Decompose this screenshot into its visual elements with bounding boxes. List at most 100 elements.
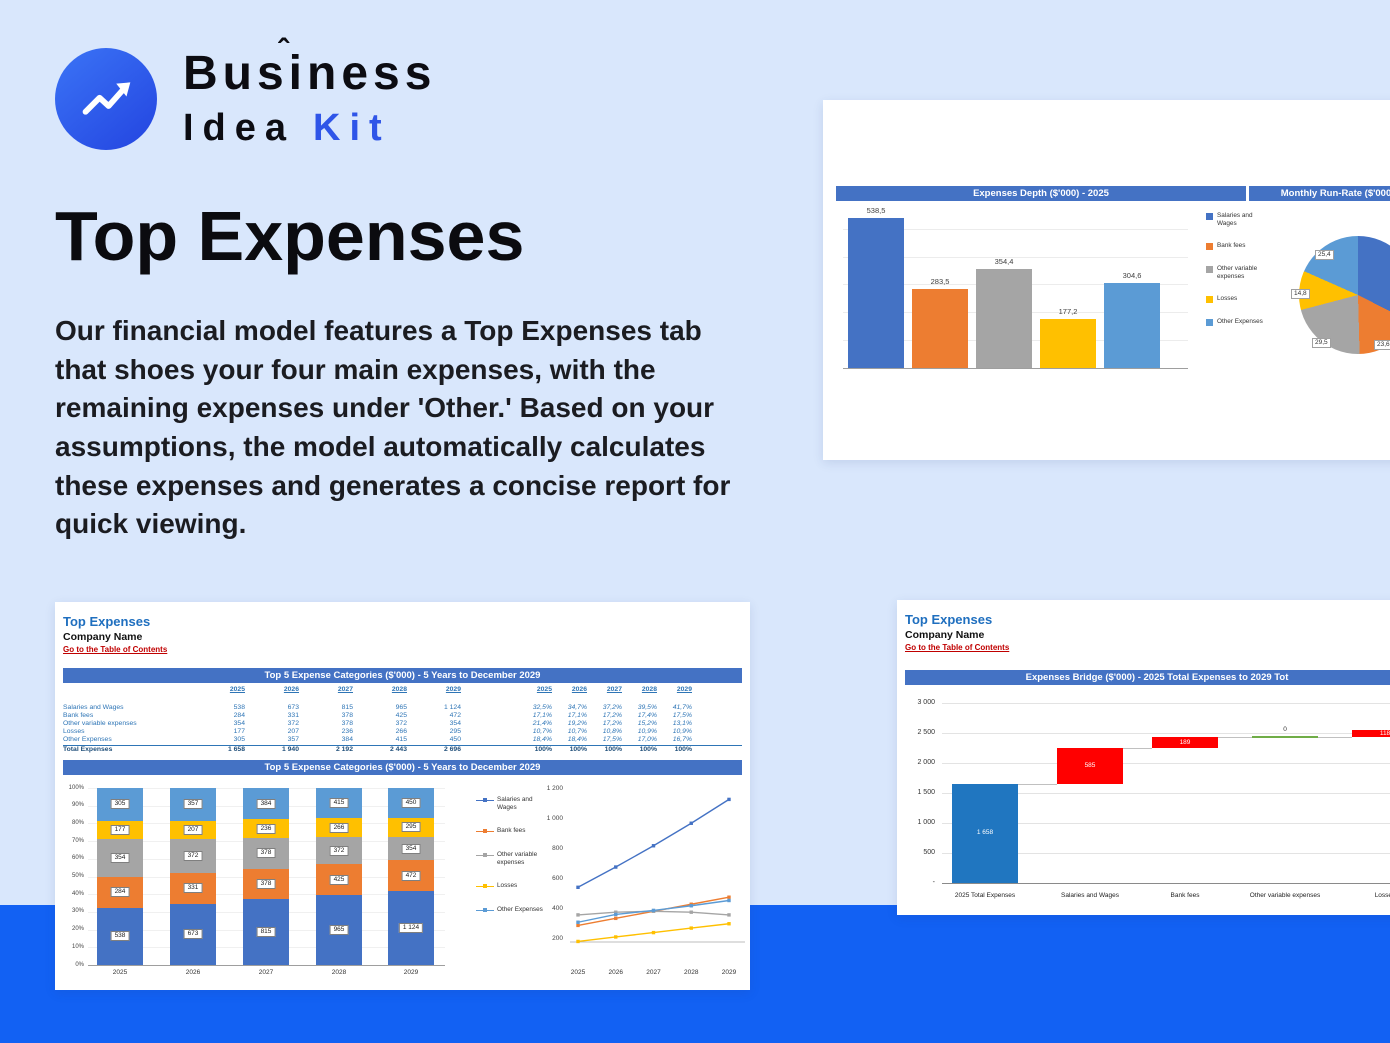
table-cell: 2 192 bbox=[335, 746, 353, 753]
legend-label: Other Expenses bbox=[497, 906, 543, 914]
sheet-title: Top Expenses bbox=[63, 614, 151, 629]
logo-word-idea: Idea bbox=[183, 106, 296, 149]
table-of-contents-link[interactable]: Go to the Table of Contents bbox=[905, 643, 1010, 652]
logo-word-kit: Kit bbox=[313, 106, 391, 149]
x-label: 2025 bbox=[570, 969, 586, 976]
bar-value-label: 538,5 bbox=[866, 206, 886, 215]
y-tick-label: 50% bbox=[71, 873, 84, 879]
table-row: Losses 177 207 236 266 295 10,7% 10,7% 10,8% 10,9… bbox=[63, 728, 742, 736]
sheet-top5-card: Top Expenses Company Name Go to the Tabl… bbox=[55, 602, 750, 990]
table-cell: 378 bbox=[341, 712, 353, 719]
sheet-company-name: Company Name bbox=[905, 629, 985, 641]
segment-label: 284 bbox=[110, 887, 130, 898]
table-cell: 354 bbox=[233, 720, 245, 727]
legend-item: Losses bbox=[1206, 295, 1284, 304]
table-cell bbox=[461, 704, 517, 712]
y-tick-label: 500 bbox=[923, 849, 935, 856]
y-tick-label: 400 bbox=[552, 904, 563, 912]
y-tick-label: 2 500 bbox=[917, 729, 935, 736]
table-cell: 32,5% bbox=[532, 704, 552, 711]
table-cell: 100% bbox=[639, 746, 657, 753]
axis-line bbox=[942, 883, 1390, 884]
table-cell: 177 bbox=[233, 728, 245, 735]
bar bbox=[1040, 318, 1096, 368]
logo-line2: Idea Kit bbox=[183, 107, 436, 150]
table-cell: 284 bbox=[233, 712, 245, 719]
legend-item: Other Expenses bbox=[1206, 318, 1284, 327]
y-tick-label: 1 000 bbox=[546, 814, 563, 822]
table-cell: Losses bbox=[63, 728, 85, 735]
table-cell: 2028 bbox=[391, 686, 407, 693]
legend-marker bbox=[476, 851, 494, 859]
table-cell: 10,9% bbox=[672, 728, 692, 735]
chart-legend: Salaries and Wages Bank fees Other variabl… bbox=[1206, 212, 1284, 341]
legend-item: Bank fees bbox=[476, 827, 554, 835]
legend-label: Losses bbox=[1217, 295, 1238, 303]
segment-label: 378 bbox=[256, 848, 276, 859]
bar-value-label: 283,5 bbox=[930, 277, 950, 287]
gridline bbox=[942, 763, 1390, 764]
bar-value-label: 304,6 bbox=[1122, 271, 1142, 281]
legend-marker bbox=[1206, 266, 1213, 274]
x-label: 2029 bbox=[721, 969, 737, 976]
table-cell: 2029 bbox=[445, 686, 461, 693]
x-label: Salaries and Wages bbox=[1061, 892, 1119, 899]
table-cell: 17,2% bbox=[602, 712, 622, 719]
y-tick-label: 200 bbox=[552, 934, 563, 942]
table-of-contents-link[interactable]: Go to the Table of Contents bbox=[63, 645, 168, 654]
bar-value-label: 585 bbox=[1084, 761, 1096, 769]
waterfall-bar bbox=[1352, 730, 1390, 738]
table-cell: 331 bbox=[287, 712, 299, 719]
segment-label: 372 bbox=[329, 845, 349, 856]
legend-item: Losses bbox=[476, 882, 554, 890]
table-cell: 2026 bbox=[283, 686, 299, 693]
segment-label: 815 bbox=[256, 927, 276, 938]
y-tick-label: - bbox=[932, 879, 935, 886]
gridline bbox=[942, 823, 1390, 824]
table-cell: 354 bbox=[449, 720, 461, 727]
table-cell: 18,4% bbox=[532, 736, 552, 743]
waterfall-bar bbox=[1057, 748, 1123, 784]
table-cell: 372 bbox=[287, 720, 299, 727]
table-cell: 2 443 bbox=[389, 746, 407, 753]
screenshot-charts-card: Expenses Depth ($'000) - 2025 Monthly Ru… bbox=[823, 100, 1390, 460]
y-tick-label: 3 000 bbox=[917, 699, 935, 706]
table-cell: 17,4% bbox=[637, 712, 657, 719]
table-cell bbox=[461, 686, 517, 694]
table-row: Other variable expenses 354 372 378 372 354 21… bbox=[63, 720, 742, 728]
y-tick-label: 1 000 bbox=[917, 819, 935, 826]
legend-item: Salaries and Wages bbox=[476, 796, 554, 811]
table-cell: 10,7% bbox=[567, 728, 587, 735]
segment-label: 266 bbox=[329, 822, 349, 833]
segment-label: 425 bbox=[329, 874, 349, 885]
legend-label: Bank fees bbox=[1217, 242, 1246, 250]
legend-marker bbox=[476, 827, 494, 835]
segment-label: 1 124 bbox=[398, 923, 424, 934]
table-cell: 10,7% bbox=[532, 728, 552, 735]
table-cell: 425 bbox=[395, 712, 407, 719]
table-row: Total Expenses 1 658 1 940 2 192 2 443 2 696 1… bbox=[63, 745, 742, 754]
table-cell: Salaries and Wages bbox=[63, 704, 124, 711]
y-tick-label: 0% bbox=[75, 961, 84, 968]
bar bbox=[976, 269, 1032, 368]
logo-caret-accent: ˆ bbox=[278, 33, 289, 69]
table-cell: 2 696 bbox=[443, 746, 461, 753]
table-cell: 378 bbox=[341, 720, 353, 727]
table-cell bbox=[461, 712, 517, 720]
legend-item: Other variable expenses bbox=[476, 851, 554, 866]
x-label: 2027 bbox=[646, 969, 661, 976]
connector-line bbox=[1123, 748, 1152, 750]
table-cell: 37,2% bbox=[602, 704, 622, 711]
table-cell: 2026 bbox=[571, 686, 587, 693]
table-cell: 41,7% bbox=[672, 704, 692, 711]
bar-value-label: 177,2 bbox=[1058, 306, 1078, 316]
table-cell: 10,9% bbox=[637, 728, 657, 735]
connector-line bbox=[1018, 783, 1057, 785]
logo-business-label: Business bbox=[183, 47, 437, 100]
sheet-company-name: Company Name bbox=[63, 631, 143, 643]
legend-item: Bank fees bbox=[1206, 242, 1284, 251]
segment-label: 965 bbox=[329, 925, 349, 936]
x-label: 2026 bbox=[185, 969, 201, 976]
y-tick-label: 20% bbox=[71, 926, 84, 933]
y-tick-label: 70% bbox=[71, 837, 84, 844]
